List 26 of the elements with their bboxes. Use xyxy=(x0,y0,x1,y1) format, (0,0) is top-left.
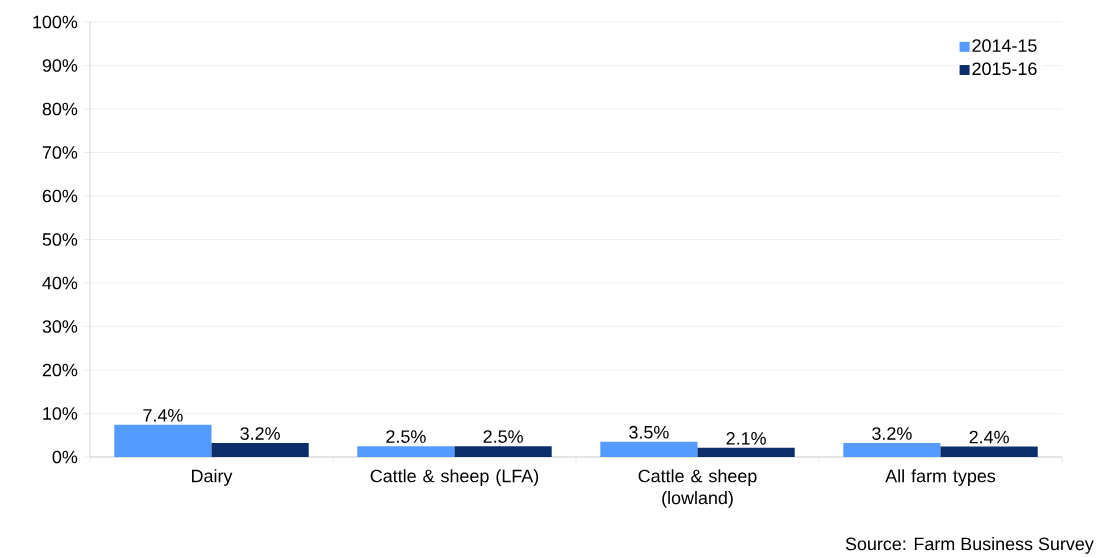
y-tick-label: 70% xyxy=(42,146,78,159)
x-tick-label: Dairy xyxy=(192,469,233,486)
x-tick-label: Cattle & sheep (LFA) xyxy=(370,469,539,486)
y-tick-label: 100% xyxy=(33,15,78,29)
y-tick-label: 20% xyxy=(42,363,78,377)
y-tick-label: 80% xyxy=(42,102,78,116)
y-tick-label: 40% xyxy=(42,276,78,290)
x-tick-label: Cattle & sheep (lowland) xyxy=(638,469,757,508)
data-label: 2.5% xyxy=(386,430,426,443)
data-label: 2.1% xyxy=(726,432,766,445)
data-label: 7.4% xyxy=(143,409,183,422)
y-tick-label: 90% xyxy=(42,59,78,72)
data-label: 2.4% xyxy=(969,430,1009,444)
x-tick-label: All farm types xyxy=(885,469,996,486)
y-tick-label: 10% xyxy=(43,407,78,420)
data-label: 2.5% xyxy=(483,430,523,443)
y-tick-label: 50% xyxy=(42,233,78,246)
y-tick-label: 0% xyxy=(52,450,78,464)
legend-label: 2014-15 xyxy=(972,39,1037,52)
data-label: 3.2% xyxy=(872,427,912,440)
data-label: 3.5% xyxy=(629,425,669,439)
legend-label: 2015-16 xyxy=(972,62,1037,76)
data-label: 3.2% xyxy=(240,427,280,440)
source-note: Source: Farm Business Survey xyxy=(845,537,1094,554)
y-tick-label: 30% xyxy=(42,320,78,333)
y-tick-label: 60% xyxy=(42,189,78,203)
